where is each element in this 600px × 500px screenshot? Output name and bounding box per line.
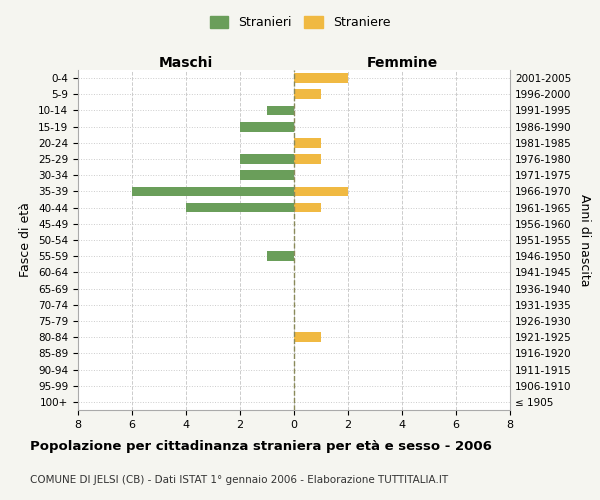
Bar bbox=[294, 73, 348, 83]
Bar bbox=[294, 90, 321, 99]
Bar bbox=[267, 106, 294, 116]
Text: Maschi: Maschi bbox=[159, 56, 213, 70]
Y-axis label: Fasce di età: Fasce di età bbox=[19, 202, 32, 278]
Bar bbox=[240, 154, 294, 164]
Text: Popolazione per cittadinanza straniera per età e sesso - 2006: Popolazione per cittadinanza straniera p… bbox=[30, 440, 492, 453]
Bar bbox=[186, 203, 294, 212]
Text: Femmine: Femmine bbox=[367, 56, 437, 70]
Y-axis label: Anni di nascita: Anni di nascita bbox=[578, 194, 591, 286]
Text: COMUNE DI JELSI (CB) - Dati ISTAT 1° gennaio 2006 - Elaborazione TUTTITALIA.IT: COMUNE DI JELSI (CB) - Dati ISTAT 1° gen… bbox=[30, 475, 448, 485]
Bar bbox=[294, 154, 321, 164]
Bar bbox=[294, 332, 321, 342]
Bar bbox=[132, 186, 294, 196]
Bar bbox=[240, 170, 294, 180]
Bar bbox=[294, 203, 321, 212]
Bar bbox=[267, 252, 294, 261]
Bar bbox=[294, 186, 348, 196]
Bar bbox=[294, 138, 321, 147]
Legend: Stranieri, Straniere: Stranieri, Straniere bbox=[205, 11, 395, 34]
Bar bbox=[240, 122, 294, 132]
